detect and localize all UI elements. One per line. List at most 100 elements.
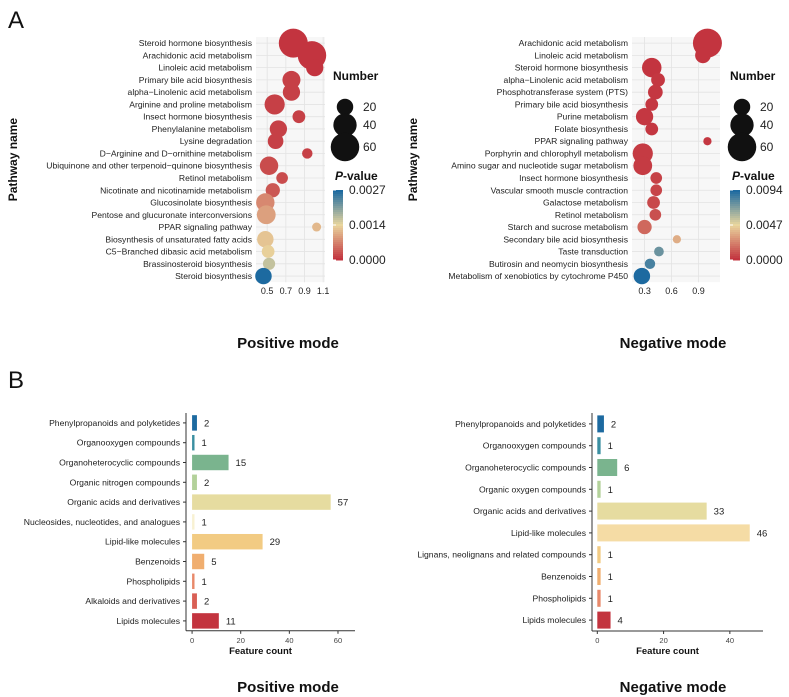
- bubble-point: [276, 172, 288, 184]
- color-legend-swatch: [730, 190, 740, 193]
- pathway-label: Primary bile acid biosynthesis: [515, 99, 628, 109]
- color-legend-swatch: [333, 200, 343, 203]
- color-legend-swatch: [730, 218, 740, 221]
- pathway-label: Purine metabolism: [557, 112, 628, 122]
- x-tick-label: 0.9: [692, 286, 705, 296]
- size-legend-circle: [733, 98, 751, 116]
- pathway-label: Phenylalanine metabolism: [152, 124, 252, 134]
- category-label: Lipid-like molecules: [105, 537, 180, 547]
- category-label: Lipids molecules: [116, 616, 180, 626]
- bar: [192, 533, 263, 550]
- bubble-point: [306, 59, 324, 77]
- pathway-label: Secondary bile acid biosynthesis: [503, 234, 628, 244]
- pathway-label: Amino sugar and nucleotide sugar metabol…: [451, 161, 628, 171]
- pathway-label: Porphyrin and chlorophyll metabolism: [485, 148, 628, 158]
- pathway-label: Brassinosteroid biosynthesis: [143, 259, 252, 269]
- pathway-label: PPAR signaling pathway: [535, 136, 629, 146]
- pathway-label: Retinol metabolism: [179, 173, 252, 183]
- color-legend-swatch: [730, 238, 740, 241]
- color-legend-label: 0.0000: [349, 253, 386, 267]
- bubble-point: [633, 267, 651, 285]
- pathway-label: Nicotinate and nicotinamide metabolism: [100, 185, 252, 195]
- color-legend-label: 0.0047: [746, 218, 783, 232]
- bar: [597, 502, 707, 520]
- size-legend-label: 40: [363, 118, 377, 132]
- x-tick-label: 0.6: [665, 286, 678, 296]
- color-legend-swatch: [333, 224, 343, 227]
- bar: [192, 593, 197, 609]
- bubble-point: [647, 196, 660, 209]
- color-legend-swatch: [333, 216, 343, 219]
- bubble-point: [649, 208, 662, 221]
- pathway-label: Primary bile acid biosynthesis: [139, 75, 252, 85]
- bar: [597, 567, 601, 586]
- color-legend-swatch: [333, 218, 343, 221]
- pathway-label: Galactose metabolism: [543, 198, 628, 208]
- pathway-label: Butirosin and neomycin biosynthesis: [489, 259, 628, 269]
- bubble-point: [302, 148, 313, 159]
- color-legend-swatch: [730, 198, 740, 201]
- color-legend-swatch: [730, 212, 740, 215]
- bar: [192, 454, 229, 471]
- bubble-point: [650, 172, 663, 184]
- bar-value-label: 1: [202, 577, 207, 588]
- pathway-label: Phosphotransferase system (PTS): [497, 87, 628, 97]
- bubble-point: [647, 84, 663, 100]
- pathway-label: Steroid hormone biosynthesis: [139, 38, 252, 48]
- bar-value-label: 46: [757, 528, 768, 539]
- y-axis-title: Pathway name: [6, 118, 20, 202]
- pathway-label: Taste transduction: [558, 247, 628, 257]
- bar: [192, 514, 195, 530]
- bar-value-label: 11: [226, 616, 236, 627]
- bubble-point: [262, 257, 276, 270]
- bar-value-label: 29: [270, 537, 281, 548]
- x-axis-title: Feature count: [229, 646, 293, 657]
- color-legend-swatch: [333, 190, 343, 193]
- category-label: Benzenoids: [541, 572, 586, 582]
- size-legend-circle: [330, 132, 360, 162]
- bubble-point: [645, 122, 659, 136]
- x-tick-label: 20: [237, 636, 245, 645]
- category-label: Lipid-like molecules: [511, 528, 586, 538]
- color-legend-swatch: [730, 210, 740, 213]
- color-legend-swatch: [333, 192, 343, 195]
- bubble-point: [257, 231, 274, 248]
- bubble-point: [650, 184, 663, 197]
- bar: [597, 611, 611, 629]
- color-legend-swatch: [333, 242, 343, 245]
- bubble-point: [642, 57, 662, 78]
- color-legend-label: 0.0014: [349, 218, 386, 232]
- size-legend-title: Number: [333, 69, 379, 83]
- color-legend-swatch: [333, 254, 343, 257]
- category-label: Organic oxygen compounds: [479, 484, 586, 494]
- bubble-point: [703, 137, 712, 146]
- color-legend-swatch: [333, 214, 343, 217]
- size-legend-label: 20: [363, 100, 377, 114]
- category-label: Organoheterocyclic compounds: [465, 463, 586, 473]
- color-legend-swatch: [730, 220, 740, 223]
- color-legend-swatch: [730, 216, 740, 219]
- color-legend-swatch: [333, 210, 343, 213]
- color-legend-swatch: [333, 248, 343, 251]
- bar-value-label: 1: [608, 594, 613, 605]
- pathway-label: Retinol metabolism: [555, 210, 628, 220]
- color-legend-swatch: [730, 234, 740, 237]
- negative-mode-pathway-chart: Arachidonic acid metabolism Linoleic acid…: [406, 28, 783, 352]
- color-legend-swatch: [333, 246, 343, 249]
- pathway-label: Lysine degradation: [180, 136, 253, 146]
- positive-mode-pathway-chart: Steroid hormone biosynthesis Arachidonic …: [6, 28, 386, 352]
- color-legend-swatch: [333, 198, 343, 201]
- color-legend-swatch: [333, 230, 343, 233]
- x-tick-label: 40: [285, 636, 293, 645]
- bubble-point: [651, 73, 665, 87]
- bubble-point: [282, 70, 301, 89]
- bar-value-label: 57: [338, 498, 349, 509]
- pathway-label: Arginine and proline metabolism: [129, 99, 252, 109]
- color-legend-swatch: [333, 194, 343, 197]
- bubble-point: [261, 245, 275, 258]
- bubble-point: [635, 108, 654, 126]
- bar: [192, 415, 197, 431]
- color-legend-swatch: [333, 256, 343, 259]
- color-legend-swatch: [730, 244, 740, 247]
- category-label: Organooxygen compounds: [77, 438, 180, 448]
